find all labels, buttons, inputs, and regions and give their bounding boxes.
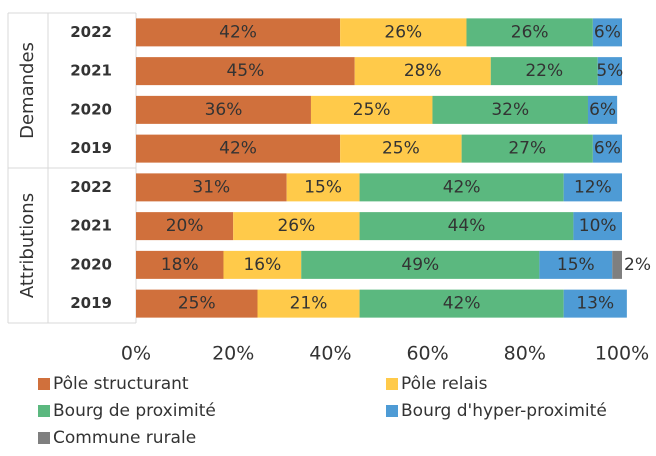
bar-segment — [359, 173, 564, 202]
data-label: 2% — [624, 255, 651, 275]
legend-label: Bourg de proximité — [53, 401, 216, 421]
y-tick-label: 2021 — [70, 62, 112, 80]
bar-segment — [310, 95, 433, 124]
bar-segment — [136, 18, 341, 47]
data-label: 12% — [574, 177, 612, 197]
x-tick-label: 60% — [406, 343, 448, 365]
data-label: 26% — [511, 22, 549, 42]
data-label: 26% — [384, 22, 422, 42]
data-label: 42% — [443, 177, 481, 197]
data-label: 26% — [277, 216, 315, 236]
bar-segment — [592, 134, 622, 163]
bar-segment — [461, 134, 593, 163]
data-label: 45% — [226, 61, 264, 81]
bar-segment — [136, 95, 311, 124]
group-label: Attributions — [17, 193, 38, 298]
legend-label: Commune rurale — [53, 428, 196, 448]
bar-segment — [136, 57, 355, 86]
data-label: 22% — [525, 61, 563, 81]
group-label: Demandes — [17, 42, 38, 139]
data-label: 25% — [382, 139, 420, 159]
x-tick-label: 40% — [309, 343, 351, 365]
data-label: 42% — [219, 139, 257, 159]
legend-swatch — [38, 378, 50, 390]
data-label: 44% — [448, 216, 486, 236]
x-tick-label: 100% — [595, 343, 649, 365]
data-label: 18% — [161, 255, 199, 275]
data-label: 10% — [579, 216, 617, 236]
legend-label: Pôle structurant — [53, 374, 189, 394]
x-tick-label: 0% — [121, 343, 151, 365]
bar-segment — [136, 134, 341, 163]
data-label: 28% — [404, 61, 442, 81]
data-label: 15% — [557, 255, 595, 275]
data-label: 31% — [192, 177, 230, 197]
y-tick-label: 2022 — [70, 178, 112, 196]
y-tick-label: 2020 — [70, 100, 112, 118]
data-label: 36% — [205, 100, 243, 120]
bar-segment — [354, 57, 491, 86]
bar-segment — [136, 289, 258, 318]
bar-segment — [359, 212, 574, 241]
bar-segment — [563, 173, 622, 202]
bar-segment — [301, 250, 540, 279]
bar-segment — [233, 212, 360, 241]
bar-segment — [432, 95, 588, 124]
bar-segment — [340, 18, 467, 47]
legend-swatch — [38, 405, 50, 417]
bar-segment — [597, 57, 622, 86]
y-tick-label: 2019 — [70, 294, 112, 312]
bar-segment — [592, 18, 622, 47]
y-tick-label: 2019 — [70, 139, 112, 157]
bar-segment — [563, 289, 627, 318]
data-label: 5% — [596, 61, 623, 81]
bar-segment — [136, 250, 224, 279]
data-label: 6% — [589, 100, 616, 120]
x-tick-label: 80% — [504, 343, 546, 365]
bar-segment — [286, 173, 360, 202]
y-tick-label: 2021 — [70, 217, 112, 235]
bar-segment — [466, 18, 593, 47]
data-label: 27% — [508, 139, 546, 159]
data-label: 6% — [594, 139, 621, 159]
data-label: 42% — [219, 22, 257, 42]
x-tick-label: 20% — [212, 343, 254, 365]
bar-segment — [340, 134, 462, 163]
bar-segment — [223, 250, 302, 279]
bar-segment — [136, 212, 234, 241]
data-label: 25% — [353, 100, 391, 120]
legend-swatch — [386, 405, 398, 417]
legend-swatch — [38, 432, 50, 444]
bar-segment — [587, 95, 618, 124]
y-tick-label: 2020 — [70, 255, 112, 273]
data-label: 15% — [304, 177, 342, 197]
bar-segment — [539, 250, 613, 279]
data-label: 20% — [166, 216, 204, 236]
bar-segment — [573, 212, 622, 241]
bar-segment — [257, 289, 360, 318]
bar-segment — [136, 173, 287, 202]
bar-segment — [490, 57, 598, 86]
legend-swatch — [386, 378, 398, 390]
data-label: 32% — [491, 100, 529, 120]
y-tick-label: 2022 — [70, 23, 112, 41]
legend-label: Bourg d'hyper-proximité — [401, 401, 607, 421]
bar-segment — [612, 250, 622, 279]
data-label: 13% — [576, 294, 614, 314]
data-label: 6% — [594, 22, 621, 42]
data-label: 16% — [243, 255, 281, 275]
legend-label: Pôle relais — [401, 374, 488, 394]
data-label: 21% — [290, 294, 328, 314]
bar-segment — [359, 289, 564, 318]
data-label: 42% — [443, 294, 481, 314]
data-label: 49% — [401, 255, 439, 275]
data-label: 25% — [178, 294, 216, 314]
